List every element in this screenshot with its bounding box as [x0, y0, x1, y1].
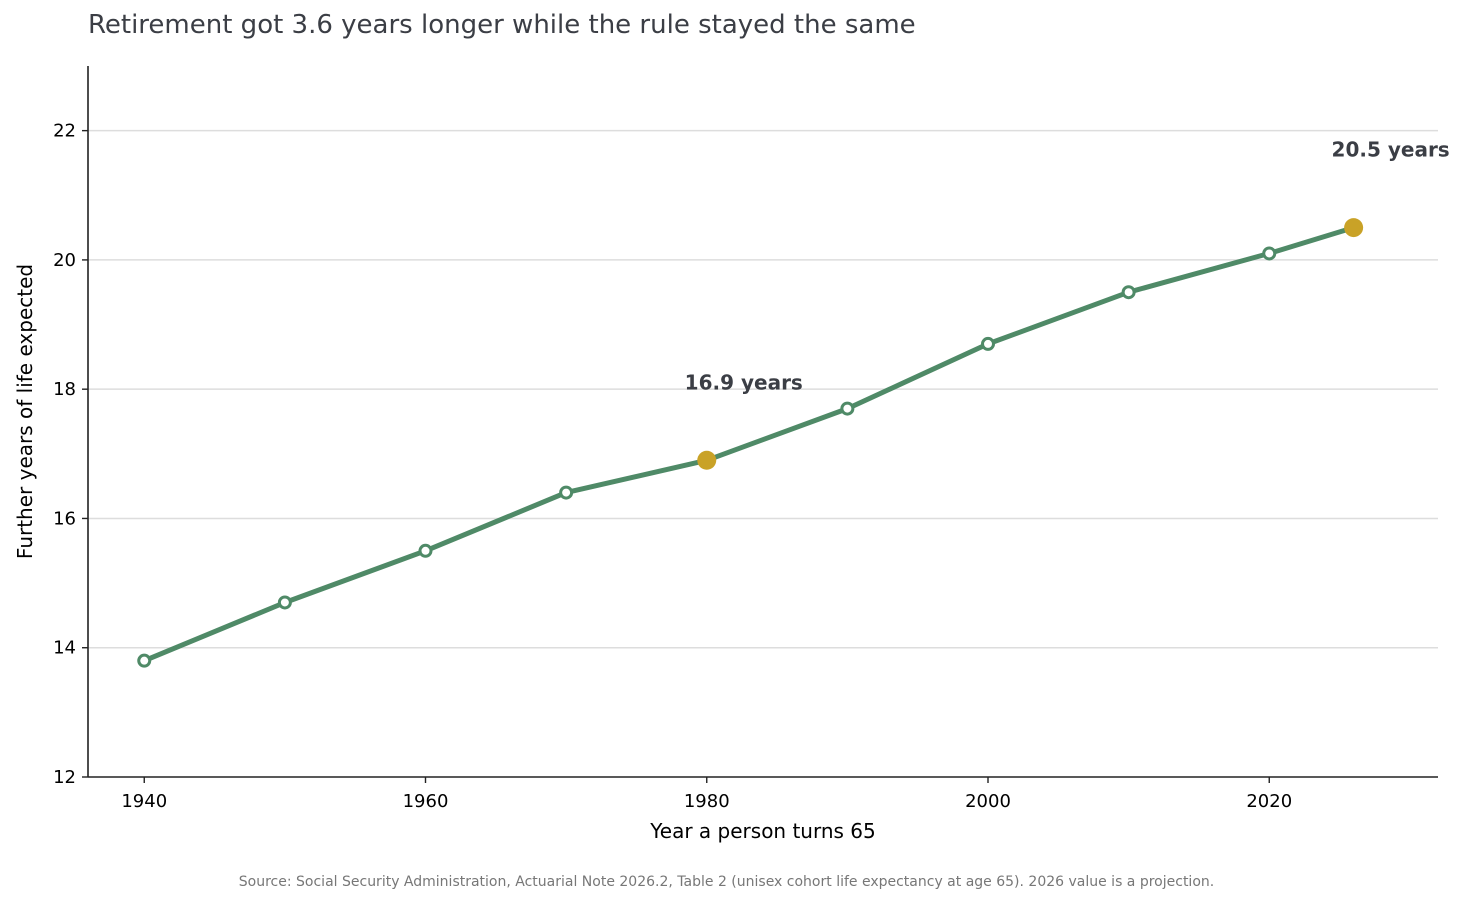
highlight-annotations: 16.9 years 20.5 years: [685, 138, 1450, 470]
x-tick-label-1960: 1960: [403, 791, 449, 812]
x-tick-label-2020: 2020: [1246, 791, 1292, 812]
tick-marks-and-labels: 12 14 16 18 20 22 1940 1960 1980 2000 2020: [53, 121, 1292, 812]
source-note: Source: Social Security Administration, …: [238, 874, 1215, 890]
y-tick-label-12: 12: [53, 767, 76, 788]
data-point-1970: [559, 485, 574, 500]
data-point-1950: [277, 595, 292, 610]
series-line-0: [141, 225, 1357, 664]
gridlines: [88, 129, 1438, 649]
y-tick-label-14: 14: [53, 638, 76, 659]
data-point-1940: [137, 653, 152, 668]
y-tick-label-18: 18: [53, 379, 76, 400]
data-point-2020: [1262, 246, 1277, 261]
data-point-2010: [1121, 285, 1136, 300]
data-point-1960: [418, 543, 433, 558]
axes: [87, 66, 1438, 778]
chart-title: Retirement got 3.6 years longer while th…: [88, 10, 916, 40]
highlight-point-2026: [1344, 218, 1364, 238]
y-tick-label-22: 22: [53, 121, 76, 142]
highlight-point-1980: [697, 450, 717, 470]
y-axis-label: Further years of life expected: [13, 264, 37, 559]
x-axis-label: Year a person turns 65: [649, 819, 876, 843]
x-tick-label-1940: 1940: [121, 791, 167, 812]
x-tick-label-2000: 2000: [965, 791, 1011, 812]
highlight-label-1980: 16.9 years: [685, 370, 803, 394]
x-tick-label-1980: 1980: [684, 791, 730, 812]
series-life-expectancy: [137, 225, 1357, 668]
y-tick-label-20: 20: [53, 250, 76, 271]
data-point-1990: [840, 401, 855, 416]
y-tick-label-16: 16: [53, 508, 76, 529]
data-point-2000: [981, 336, 995, 351]
highlight-label-2026: 20.5 years: [1332, 138, 1450, 162]
